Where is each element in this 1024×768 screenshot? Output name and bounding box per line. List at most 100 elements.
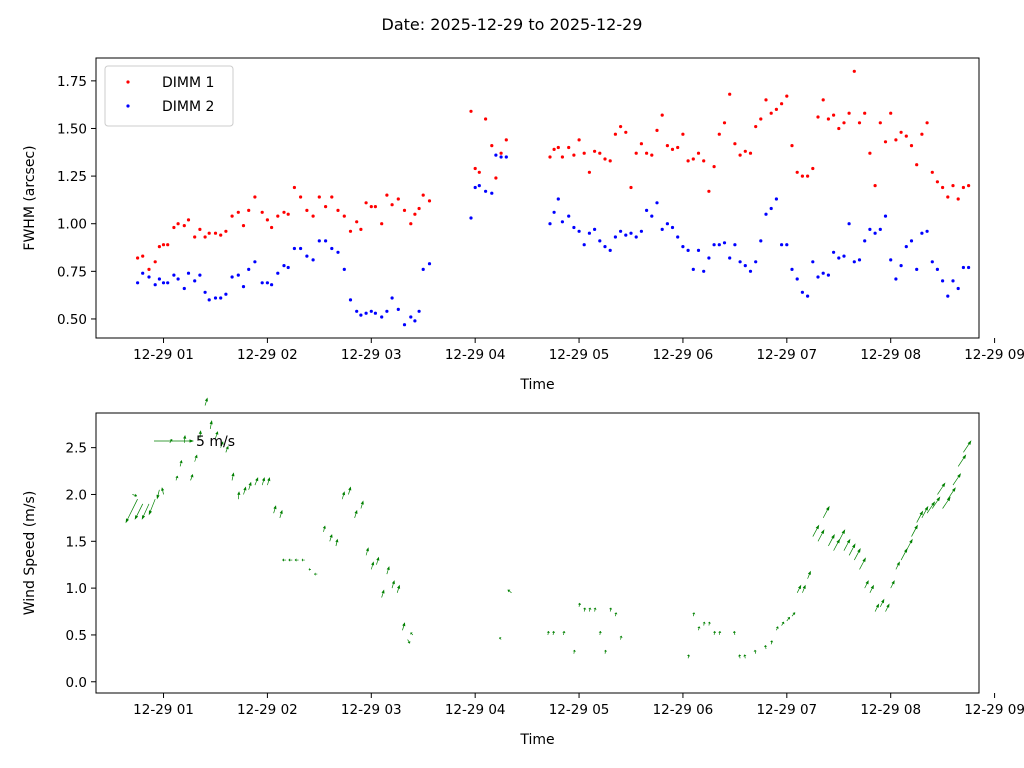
dimm1-point — [198, 227, 202, 231]
dimm1-point — [276, 214, 280, 218]
wind-arrow — [786, 616, 790, 622]
wind-arrow — [697, 626, 701, 631]
dimm1-point — [883, 140, 888, 144]
dimm1-point — [369, 205, 373, 209]
wind-y-ticks: 0.0 0.5 1.0 1.5 2.0 2.5 — [66, 441, 96, 691]
dimm2-point — [577, 229, 581, 233]
wind-arrow — [833, 538, 840, 551]
dimm1-point — [696, 151, 701, 155]
dimm1-point — [587, 170, 592, 174]
wind-arrow — [371, 561, 375, 570]
dimm2-point — [292, 246, 296, 251]
dimm2-point — [286, 265, 290, 270]
dimm2-point — [899, 264, 903, 268]
dimm2-point — [733, 243, 737, 247]
dimm1-point — [920, 132, 924, 136]
dimm1-point — [355, 220, 359, 224]
wind-arrow — [874, 603, 880, 612]
dimm2-point — [317, 239, 321, 243]
wind-arrow — [125, 499, 138, 524]
dimm2-point — [956, 286, 960, 291]
dimm2-point — [821, 271, 825, 275]
dimm1-point — [780, 102, 784, 106]
wind-arrow — [148, 499, 156, 516]
dimm1-point — [665, 144, 670, 148]
wind-arrow — [141, 503, 150, 520]
dimm1-point — [176, 222, 180, 226]
dimm2-point — [655, 201, 659, 205]
dimm2-point — [634, 235, 638, 239]
dimm1-point — [821, 98, 825, 102]
dimm1-point — [402, 208, 407, 212]
wind-arrow — [498, 637, 502, 640]
dimm1-point — [427, 199, 432, 203]
wind-arrow — [183, 435, 187, 443]
wind-arrow — [161, 487, 165, 495]
y-tick-label: 2.5 — [66, 441, 87, 457]
dimm1-point — [967, 184, 971, 188]
dimm2-point — [490, 191, 494, 195]
dimm2-point — [364, 311, 368, 315]
wind-arrow — [308, 567, 311, 571]
x-tick-label: 12-29 08 — [860, 702, 921, 718]
dimm1-point — [660, 113, 664, 117]
wind-arrow — [732, 630, 736, 635]
dimm1-point — [634, 151, 638, 155]
dimm2-point — [722, 241, 727, 245]
dimm2-point — [477, 184, 481, 188]
wind-arrow — [354, 509, 358, 518]
dimm2-point — [743, 264, 747, 268]
wind-arrow — [365, 547, 369, 556]
dimm2-point — [421, 267, 425, 271]
dimm1-point — [182, 224, 186, 228]
x-tick-label: 12-29 07 — [756, 347, 817, 363]
dimm1-point — [774, 107, 779, 111]
dimm1-point — [956, 197, 960, 201]
wind-arrow — [220, 441, 224, 448]
dimm1-point — [417, 206, 421, 211]
dimm2-point — [806, 294, 810, 298]
dimm2-point — [946, 294, 950, 298]
dimm1-point — [613, 132, 618, 136]
dimm2-point — [282, 264, 286, 268]
dimm2-point — [369, 309, 373, 313]
dimm1-point — [421, 193, 425, 197]
wind-arrow — [254, 477, 259, 486]
dimm2-point — [785, 243, 789, 247]
x-tick-label: 12-29 02 — [237, 347, 298, 363]
dimm1-point — [317, 195, 321, 199]
wind-arrow — [743, 654, 747, 659]
dimm2-point — [696, 248, 701, 252]
dimm1-point — [915, 163, 919, 167]
wind-vectors — [125, 397, 972, 659]
dimm1-point — [935, 180, 940, 184]
dimm1-point — [359, 227, 363, 231]
dimm2-point — [172, 273, 176, 277]
dimm1-point — [560, 155, 565, 159]
wind-arrow — [593, 607, 597, 612]
dimm2-point — [147, 275, 151, 279]
dimm2-point — [941, 279, 945, 283]
dimm1-point — [241, 224, 246, 228]
dimm2-point — [904, 245, 908, 249]
dimm2-point — [935, 267, 940, 271]
wind-arrow — [843, 538, 851, 551]
dimm2-point — [276, 271, 280, 275]
y-tick-label: 1.25 — [57, 169, 87, 185]
dimm1-point — [265, 218, 269, 222]
dimm1-point — [717, 132, 721, 136]
x-tick-label: 12-29 04 — [445, 702, 506, 718]
wind-arrow — [916, 510, 924, 523]
x-tick-label: 12-29 09 — [964, 702, 1024, 718]
dimm2-point — [665, 222, 670, 226]
dimm1-point — [816, 115, 820, 119]
fwhm-axes-frame — [95, 57, 980, 339]
wind-arrow — [341, 491, 346, 500]
dimm2-point — [790, 267, 794, 271]
dimm1-point — [577, 138, 581, 142]
dimm2-point — [774, 197, 779, 201]
dimm1-point — [832, 113, 836, 117]
wind-arrow — [952, 473, 961, 486]
wind-arrow — [702, 621, 706, 626]
wind-arrow — [869, 584, 874, 593]
